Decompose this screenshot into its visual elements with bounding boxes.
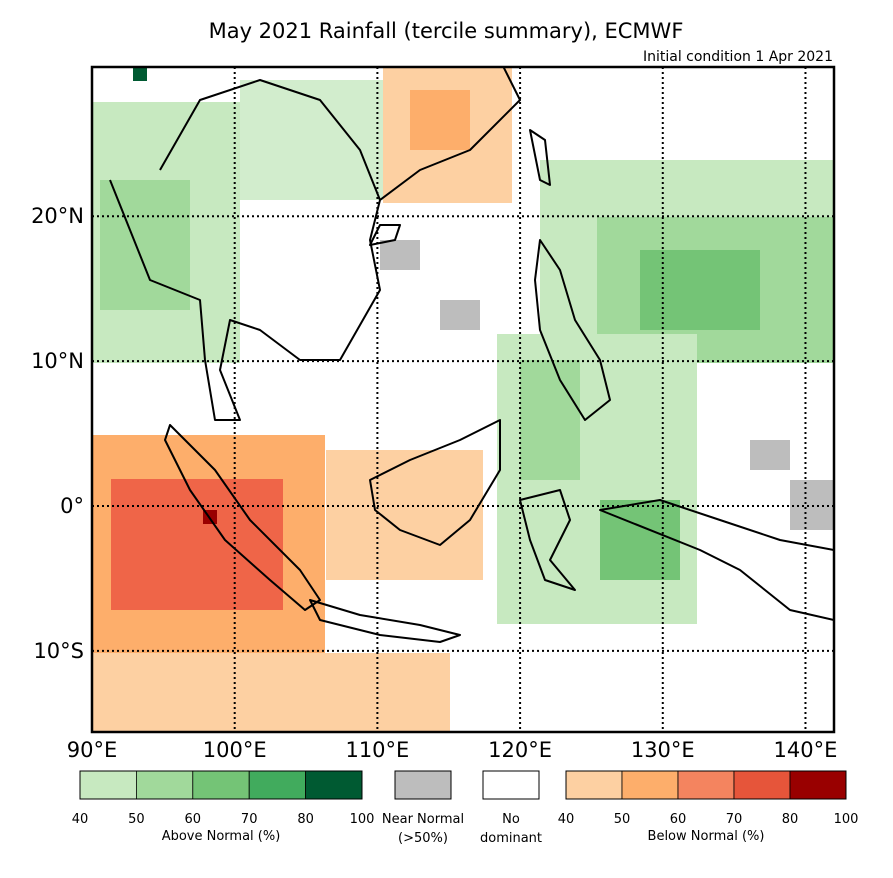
legend-swatch (565, 770, 623, 800)
legend-tick-label: 40 (558, 812, 575, 827)
y-tick-label: 0° (60, 494, 84, 518)
legend-tick-label: 60 (185, 812, 202, 827)
legend-swatch (394, 770, 452, 800)
legend-tick-label: 50 (614, 812, 631, 827)
legend-tick-label: 80 (297, 812, 314, 827)
legend-swatch (248, 770, 306, 800)
legend-swatch (135, 770, 194, 800)
legend-swatch (482, 770, 540, 800)
legend-label: Near Normal (382, 812, 464, 827)
legend-tick-label: 100 (834, 812, 859, 827)
x-tick-label: 130°E (631, 738, 695, 762)
legend-tick-label: 40 (72, 812, 89, 827)
legend-swatch (79, 770, 137, 800)
legend-swatch (192, 770, 250, 800)
legend-sublabel: (>50%) (398, 831, 448, 846)
legend-tick-label: 70 (726, 812, 743, 827)
legend-label: Below Normal (%) (648, 829, 765, 844)
x-tick-label: 120°E (488, 738, 552, 762)
x-tick-label: 110°E (345, 738, 409, 762)
legend-tick-label: 80 (782, 812, 799, 827)
map-frame (90, 65, 836, 734)
y-tick-label: 20°N (31, 204, 84, 228)
legend-swatch (733, 770, 791, 800)
x-tick-label: 100°E (203, 738, 267, 762)
legend-swatch (789, 770, 847, 800)
legend-tick-label: 60 (670, 812, 687, 827)
legend-swatch (621, 770, 679, 800)
legend-tick-label: 70 (241, 812, 258, 827)
legend-swatch (305, 770, 363, 800)
shading (92, 67, 834, 732)
legend-frame (79, 770, 363, 800)
coastlines (109, 67, 834, 643)
y-tick-label: 10°S (33, 639, 84, 663)
legend-tick-label: 50 (128, 812, 145, 827)
legend-label: No (502, 812, 520, 827)
y-tick-label: 10°N (31, 349, 84, 373)
legend-tick-label: 100 (350, 812, 375, 827)
legend-label: Above Normal (%) (162, 829, 281, 844)
legend-swatch (677, 770, 735, 800)
legend-frame (565, 770, 847, 800)
legend-sublabel: dominant (480, 831, 542, 846)
subtitle: Initial condition 1 Apr 2021 (643, 49, 833, 65)
x-tick-label: 140°E (774, 738, 838, 762)
x-tick-label: 90°E (67, 738, 118, 762)
title: May 2021 Rainfall (tercile summary), ECM… (209, 19, 684, 43)
